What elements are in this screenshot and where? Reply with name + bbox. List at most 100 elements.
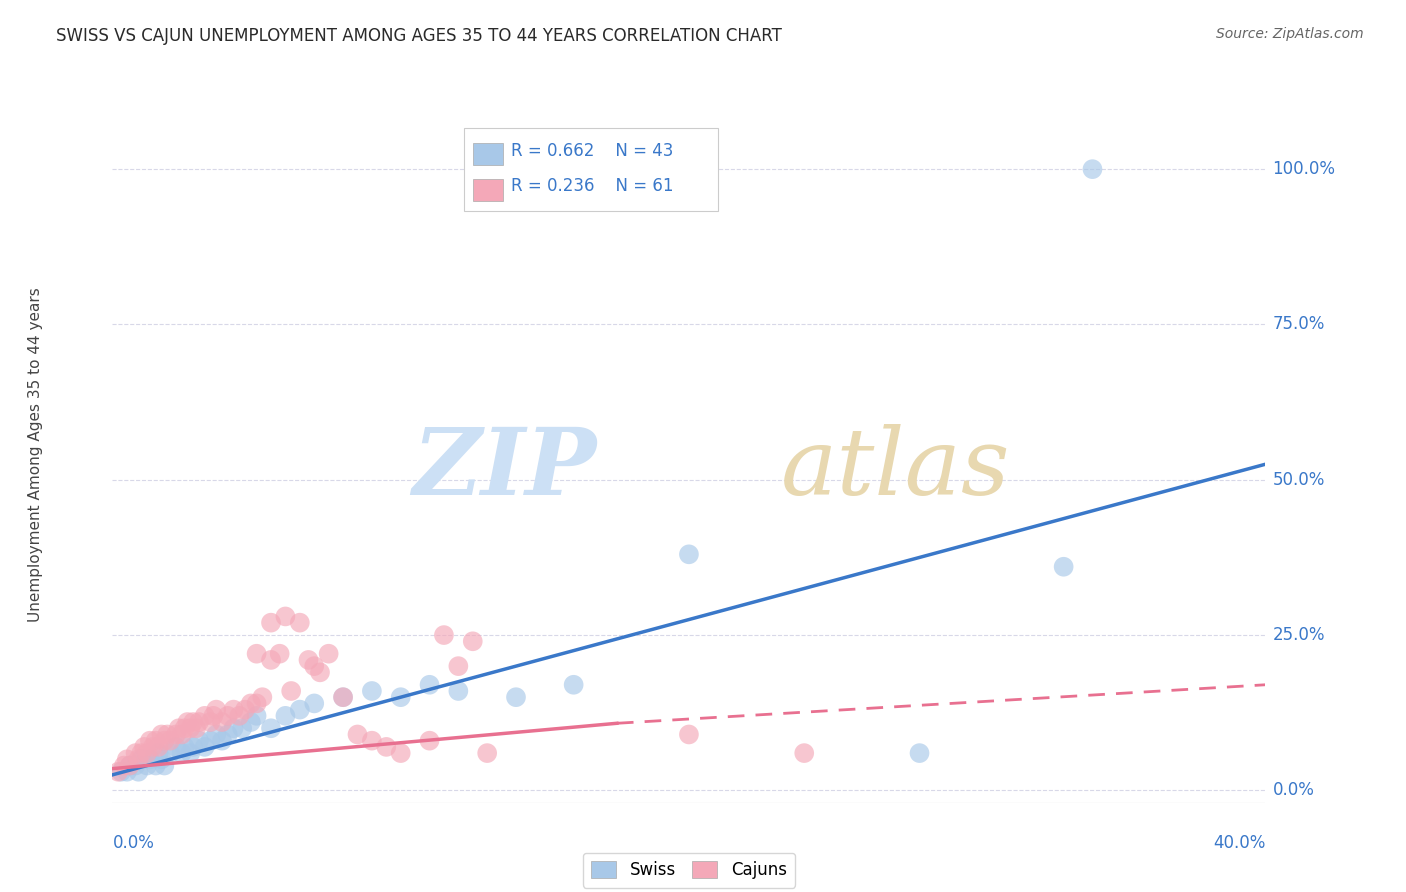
Point xyxy=(205,703,228,717)
Point xyxy=(202,708,225,723)
Point xyxy=(288,615,311,630)
Point xyxy=(165,739,187,754)
Point xyxy=(274,708,297,723)
Point xyxy=(222,703,245,717)
Point xyxy=(269,647,291,661)
Point xyxy=(200,733,222,747)
Point xyxy=(179,746,201,760)
Point xyxy=(346,727,368,741)
Point xyxy=(360,733,382,747)
Point xyxy=(200,714,222,729)
Text: Source: ZipAtlas.com: Source: ZipAtlas.com xyxy=(1216,27,1364,41)
Point xyxy=(167,721,190,735)
Point xyxy=(461,634,484,648)
Point xyxy=(217,708,239,723)
Point xyxy=(170,746,193,760)
Point xyxy=(211,733,233,747)
Point xyxy=(110,764,132,779)
Point xyxy=(375,739,398,754)
Point xyxy=(389,746,412,760)
Point xyxy=(475,746,498,760)
Text: 0.0%: 0.0% xyxy=(112,834,155,852)
Point xyxy=(318,647,340,661)
Point xyxy=(118,758,141,772)
Point xyxy=(309,665,332,680)
Point xyxy=(447,659,470,673)
Point xyxy=(134,739,156,754)
Point xyxy=(188,733,211,747)
Point xyxy=(260,721,283,735)
Point xyxy=(304,697,326,711)
Point xyxy=(389,690,412,705)
Point xyxy=(1081,162,1104,177)
Point xyxy=(217,727,239,741)
Point xyxy=(908,746,931,760)
Point xyxy=(205,727,228,741)
Point xyxy=(150,752,173,766)
Point xyxy=(360,684,382,698)
Point xyxy=(419,678,441,692)
Point xyxy=(139,733,162,747)
Point xyxy=(115,764,138,779)
Text: R = 0.662    N = 43: R = 0.662 N = 43 xyxy=(510,143,673,161)
Text: 50.0%: 50.0% xyxy=(1272,471,1324,489)
Point xyxy=(194,739,217,754)
Point xyxy=(678,727,700,741)
Point xyxy=(222,721,245,735)
Text: SWISS VS CAJUN UNEMPLOYMENT AMONG AGES 35 TO 44 YEARS CORRELATION CHART: SWISS VS CAJUN UNEMPLOYMENT AMONG AGES 3… xyxy=(56,27,782,45)
Point xyxy=(184,721,207,735)
Point xyxy=(233,703,256,717)
Point xyxy=(148,739,170,754)
Point xyxy=(252,690,274,705)
Point xyxy=(1052,559,1074,574)
Text: atlas: atlas xyxy=(782,424,1011,514)
Point xyxy=(150,727,173,741)
Point xyxy=(148,746,170,760)
Point xyxy=(124,746,146,760)
Point xyxy=(433,628,456,642)
Point xyxy=(127,752,149,766)
Point xyxy=(245,647,267,661)
Point xyxy=(136,758,159,772)
Point xyxy=(139,752,162,766)
Point xyxy=(231,721,253,735)
Point xyxy=(153,733,176,747)
Point xyxy=(127,764,149,779)
Point xyxy=(145,758,167,772)
Point xyxy=(304,659,326,673)
Text: 0.0%: 0.0% xyxy=(1272,781,1315,799)
Point xyxy=(170,727,193,741)
Point xyxy=(447,684,470,698)
Point xyxy=(142,739,165,754)
Point xyxy=(181,739,204,754)
Point xyxy=(793,746,815,760)
Text: 75.0%: 75.0% xyxy=(1272,316,1324,334)
Point xyxy=(245,708,267,723)
Point xyxy=(194,708,217,723)
Point xyxy=(176,714,198,729)
Text: R = 0.236    N = 61: R = 0.236 N = 61 xyxy=(510,178,673,195)
Point xyxy=(179,721,201,735)
Point xyxy=(188,714,211,729)
Point xyxy=(124,758,146,772)
Point xyxy=(419,733,441,747)
Point xyxy=(562,678,585,692)
Point xyxy=(115,752,138,766)
Point xyxy=(228,708,250,723)
Point xyxy=(280,684,302,698)
Point xyxy=(159,733,181,747)
Point xyxy=(181,714,204,729)
Text: Unemployment Among Ages 35 to 44 years: Unemployment Among Ages 35 to 44 years xyxy=(28,287,42,623)
Point xyxy=(136,746,159,760)
Point xyxy=(129,746,153,760)
Text: 100.0%: 100.0% xyxy=(1272,161,1336,178)
Point xyxy=(332,690,354,705)
Point xyxy=(173,739,195,754)
Point xyxy=(211,714,233,729)
Point xyxy=(145,733,167,747)
Legend: Swiss, Cajuns: Swiss, Cajuns xyxy=(583,853,794,888)
Text: 40.0%: 40.0% xyxy=(1213,834,1265,852)
Point xyxy=(156,727,179,741)
Point xyxy=(678,547,700,561)
Point xyxy=(260,653,283,667)
